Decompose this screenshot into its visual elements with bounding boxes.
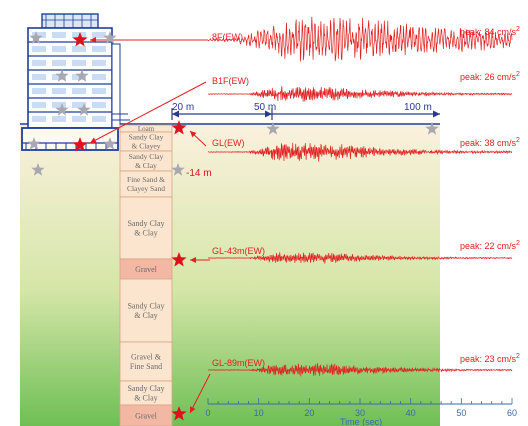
sensor-active-icon (171, 120, 187, 135)
distance-label-20m: 20 m (172, 102, 194, 113)
soil-layer (119, 170, 173, 198)
ground-section (20, 124, 440, 426)
sensor-inactive-icon (103, 137, 117, 150)
sensor-inactive-icon (55, 103, 69, 116)
trace-label: 8F(EW) (212, 32, 243, 42)
depth-label: -14 m (186, 168, 212, 179)
sensor-inactive-icon (31, 163, 45, 176)
time-tick-label: 40 (406, 408, 416, 418)
time-tick-label: 10 (254, 408, 264, 418)
trace-peak-label: peak: 26 cm/s2 (460, 71, 520, 82)
time-axis: 0 10 20 30 40 50 60 (205, 398, 517, 418)
sensor-inactive-icon (77, 103, 91, 116)
waveform-trace (207, 363, 513, 377)
soil-layer-label: Gravel (135, 265, 158, 274)
waveform-trace (207, 86, 513, 102)
sensor-active-icon (72, 32, 88, 47)
sensor-inactive-icon (75, 69, 89, 82)
sensor-inactive-icon (171, 163, 185, 176)
building (21, 13, 130, 151)
soil-layer-label: Sandy Clay & Clay (127, 384, 164, 403)
soil-layer-label: Sandy Clay & Clayey (129, 133, 164, 151)
sensor-inactive-icon (27, 137, 41, 150)
time-tick-label: 50 (456, 408, 466, 418)
soil-layer (119, 196, 173, 260)
time-tick-label: 0 (205, 408, 210, 418)
sensor-active-icon (171, 252, 187, 267)
soil-layer-label: Sandy Clay & Clay (129, 152, 164, 170)
sensor-active-icon (72, 137, 88, 152)
time-tick-label: 60 (507, 408, 517, 418)
trace-peak-label: peak: 38 cm/s2 (460, 137, 520, 148)
rooftop-structure (41, 13, 99, 29)
trace-label: B1F(EW) (212, 76, 249, 86)
waveform-trace (207, 16, 513, 62)
sensor-inactive-icon (425, 122, 439, 135)
sensor-inactive-icon (266, 122, 280, 135)
trace-peak-label: peak: 84 cm/s2 (460, 26, 520, 37)
trace-label: GL-43m(EW) (212, 246, 265, 256)
soil-layer (119, 380, 173, 406)
soil-layer-label: Sandy Clay & Clay (127, 219, 164, 238)
soil-layer (119, 341, 173, 382)
time-tick-label: 30 (355, 408, 365, 418)
waveform-trace (207, 142, 512, 162)
trace-label: GL(EW) (212, 138, 245, 148)
time-tick-label: 20 (304, 408, 314, 418)
waveform-trace (207, 252, 513, 264)
soil-layer-label: Loam (138, 125, 155, 133)
sensor-active-icon (171, 406, 187, 421)
sensors (27, 31, 439, 421)
soil-layer-label: Gravel & Fine Sand (130, 353, 162, 372)
distance-label-100m: 100 m (404, 102, 432, 113)
waveform-traces: 8F(EW) peak: 84 cm/s2 B1F(EW) peak: 26 cm/s… (207, 16, 520, 377)
trace-label: GL-89m(EW) (212, 358, 265, 368)
distance-dimension: 20 m 50 m 100 m (171, 102, 440, 120)
soil-layer-label: Gravel (135, 411, 158, 420)
time-axis-label: Time (sec) (340, 417, 382, 426)
soil-layer-label: Fine Sand & Clayey Sand (127, 175, 165, 193)
trace-peak-label: peak: 23 cm/s2 (460, 353, 520, 364)
soil-layer-label: Sandy Clay & Clay (127, 302, 164, 321)
distance-label-50m: 50 m (254, 102, 276, 113)
sensor-inactive-icon (29, 31, 43, 44)
sensor-inactive-icon (55, 69, 69, 82)
soil-layer (119, 404, 173, 426)
trace-peak-label: peak: 22 cm/s2 (460, 240, 520, 251)
sensor-inactive-icon (103, 31, 117, 44)
